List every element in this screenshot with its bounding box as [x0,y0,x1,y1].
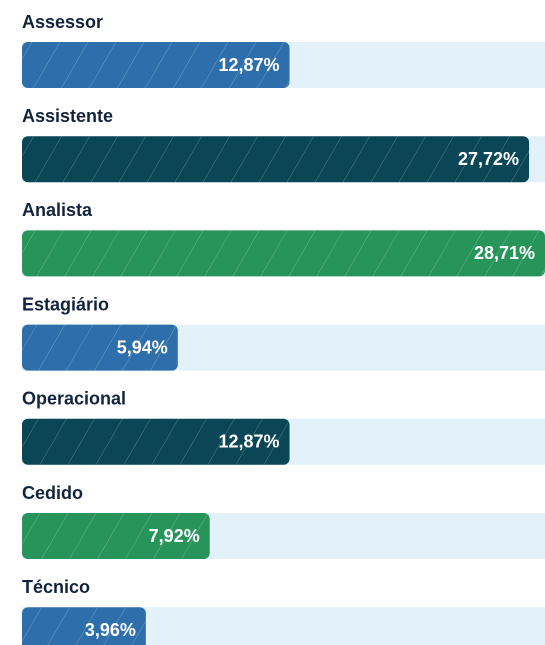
value-label: 7,92% [149,526,200,546]
bar-hatch [22,230,545,277]
value-label: 12,87% [218,432,279,452]
bar-hatch [22,607,146,645]
category-label: Assistente [22,106,113,126]
value-label: 12,87% [218,55,279,75]
category-label: Técnico [22,577,90,597]
category-label: Assessor [22,12,103,32]
bar-hatch [22,513,210,559]
value-label: 28,71% [474,243,535,263]
value-label: 5,94% [117,337,168,357]
value-label: 3,96% [85,620,136,640]
category-label: Operacional [22,389,126,409]
category-label: Estagiário [22,294,109,314]
bar-hatch [22,136,530,183]
category-label: Analista [22,200,93,220]
bar-hatch [22,42,290,88]
bar-hatch [22,418,290,465]
value-label: 27,72% [458,149,519,169]
category-label: Cedido [22,483,83,503]
bar-hatch [22,324,178,371]
